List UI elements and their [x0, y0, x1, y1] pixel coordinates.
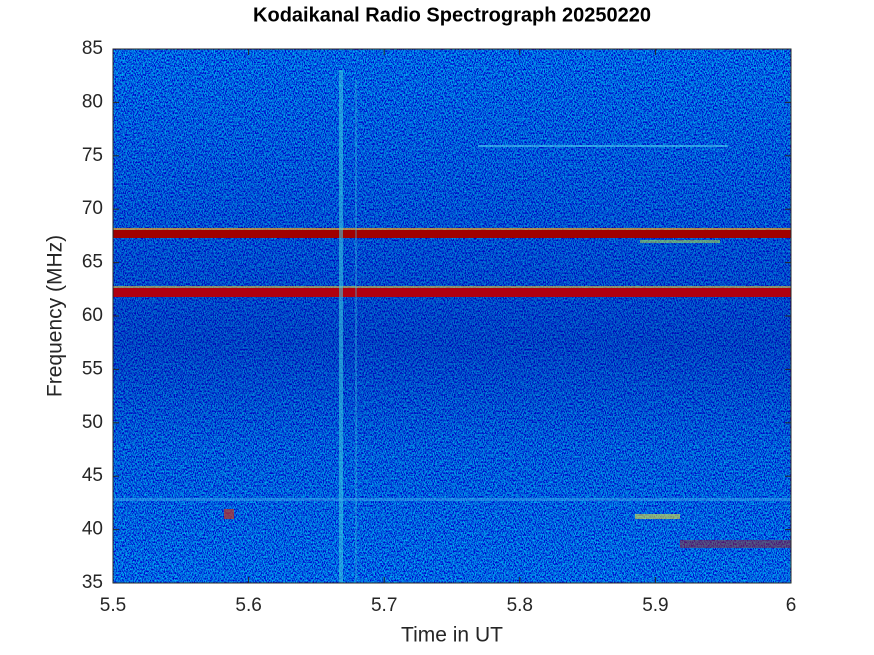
y-tick-label: 85 — [82, 38, 103, 59]
y-tick-label: 35 — [82, 572, 103, 593]
x-tick-label: 5.9 — [642, 595, 668, 616]
x-tick-label: 5.7 — [371, 595, 397, 616]
y-tick-label: 40 — [82, 519, 103, 540]
x-tick-label: 5.5 — [100, 595, 126, 616]
y-tick-label: 80 — [82, 91, 103, 112]
y-tick-label: 75 — [82, 145, 103, 166]
y-tick-label: 55 — [82, 358, 103, 379]
y-tick-label: 50 — [82, 412, 103, 433]
y-tick-label: 65 — [82, 252, 103, 273]
chart-title: Kodaikanal Radio Spectrograph 20250220 — [253, 4, 651, 26]
y-tick-label: 45 — [82, 465, 103, 486]
x-tick-label: 6 — [786, 595, 797, 616]
y-tick-label: 60 — [82, 305, 103, 326]
y-axis-label: Frequency (MHz) — [44, 235, 67, 397]
x-axis-label: Time in UT — [401, 624, 503, 647]
spectrogram-image — [113, 49, 791, 583]
y-tick-label: 70 — [82, 198, 103, 219]
x-tick-label: 5.6 — [235, 595, 261, 616]
x-tick-label: 5.8 — [507, 595, 533, 616]
